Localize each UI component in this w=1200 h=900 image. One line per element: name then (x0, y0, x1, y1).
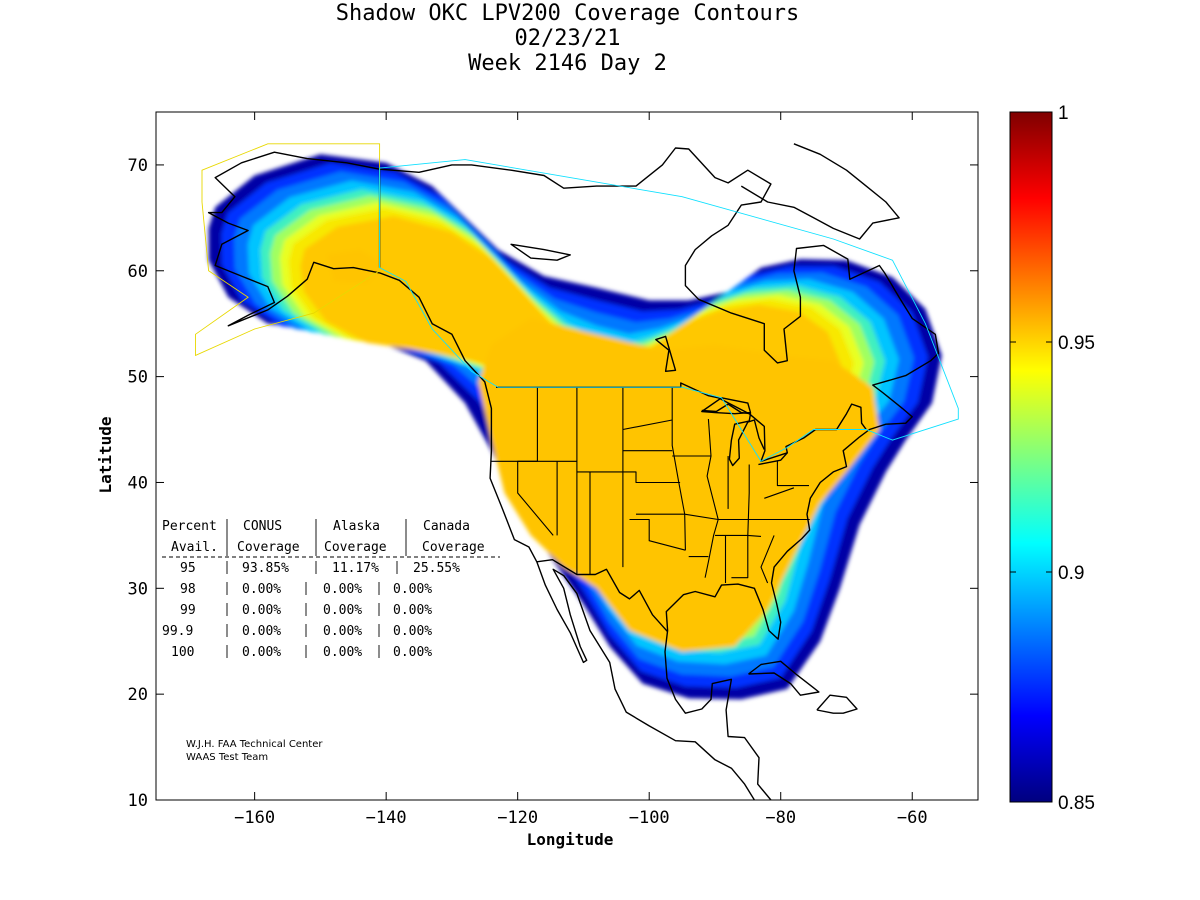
chart-week-day: Week 2146 Day 2 (468, 51, 667, 76)
x-tick-label: −140 (366, 808, 407, 828)
state-boundary (576, 471, 681, 484)
table-header-1: CONUS (243, 519, 282, 534)
table-header-2: Avail. (171, 540, 218, 555)
land-outline (740, 143, 900, 240)
y-axis: 10 20 30 40 50 60 70 (128, 156, 978, 811)
table-cell-conus: 0.00% (242, 624, 281, 639)
canada-region-boundary (379, 159, 959, 462)
table-cell-canada: 0.00% (393, 645, 432, 660)
table-cell-conus: 0.00% (242, 582, 281, 597)
x-axis-label: Longitude (527, 830, 614, 849)
y-tick-label: 60 (128, 262, 148, 282)
table-cell-conus: 0.00% (242, 603, 281, 618)
coastline-outlines (207, 143, 940, 800)
table-cell-percent: 99 (180, 603, 196, 618)
table-header-2: Coverage (237, 540, 300, 555)
land-outline (748, 660, 820, 696)
table-cell-canada: 25.55% (413, 561, 460, 576)
land-outline (207, 151, 755, 800)
table-cell-canada: 0.00% (393, 582, 432, 597)
colorbar-tick-label: 1 (1058, 103, 1069, 124)
y-tick-label: 40 (128, 473, 148, 493)
y-tick-label: 70 (128, 156, 148, 176)
colorbar-tick-label: 0.9 (1058, 563, 1084, 584)
colorbar: 0.85 0.9 0.95 1 (1009, 103, 1095, 814)
state-boundary (622, 419, 673, 431)
y-tick-label: 30 (128, 579, 148, 599)
table-cell-percent: 100 (171, 645, 194, 660)
chart-title: Shadow OKC LPV200 Coverage Contours (335, 1, 800, 26)
lake-outline (510, 243, 571, 261)
state-boundary (715, 534, 762, 537)
table-cell-percent: 99.9 (162, 624, 193, 639)
x-tick-label: −120 (497, 808, 538, 828)
y-tick-label: 10 (128, 791, 148, 811)
land-outline (379, 147, 940, 800)
table-cell-alaska: 11.17% (332, 561, 379, 576)
state-boundary (747, 464, 750, 536)
table-header-2: Coverage (422, 540, 485, 555)
y-axis-label: Latitude (96, 416, 115, 493)
table-cell-alaska: 0.00% (323, 603, 362, 618)
lake-outline (655, 335, 677, 372)
coverage-contours (208, 154, 942, 700)
table-cell-alaska: 0.00% (323, 645, 362, 660)
table-header-1: Percent (162, 519, 217, 534)
y-tick-label: 50 (128, 368, 148, 388)
table-cell-canada: 0.00% (393, 603, 432, 618)
state-boundary (731, 535, 749, 579)
colorbar-gradient (1009, 111, 1053, 803)
region-boundaries (195, 143, 959, 462)
coverage-core-alaska (327, 249, 387, 284)
colorbar-tick-label: 0.85 (1058, 793, 1095, 814)
credit-line-1: W.J.H. FAA Technical Center (186, 739, 323, 750)
credit-line-2: WAAS Test Team (186, 752, 268, 763)
land-outline (536, 559, 669, 633)
plot-frame (155, 111, 979, 801)
table-cell-alaska: 0.00% (323, 582, 362, 597)
coverage-table: Percent CONUS Alaska Canada Avail. Coverage Co… (162, 519, 500, 660)
land-outline (758, 452, 788, 466)
table-cell-percent: 95 (180, 561, 196, 576)
colorbar-tick-label: 0.95 (1058, 333, 1095, 354)
state-boundary (629, 518, 686, 551)
table-cell-alaska: 0.00% (323, 624, 362, 639)
table-cell-conus: 93.85% (242, 561, 289, 576)
state-boundary (776, 461, 809, 487)
x-axis: −160 −140 −120 −100 −80 −60 (234, 112, 928, 828)
land-outline (816, 694, 858, 714)
table-cell-canada: 0.00% (393, 624, 432, 639)
table-cell-percent: 98 (180, 582, 196, 597)
state-boundary (636, 513, 810, 521)
table-header-1: Canada (423, 519, 470, 534)
x-tick-label: −100 (629, 808, 670, 828)
alaska-region-boundary (195, 143, 381, 357)
x-tick-label: −80 (765, 808, 796, 828)
x-tick-label: −160 (234, 808, 275, 828)
x-tick-label: −60 (897, 808, 928, 828)
table-header-1: Alaska (333, 519, 380, 534)
table-header-2: Coverage (324, 540, 387, 555)
plot-area (195, 143, 959, 800)
table-cell-conus: 0.00% (242, 645, 281, 660)
land-outline (701, 403, 765, 467)
y-tick-label: 20 (128, 685, 148, 705)
state-boundary (764, 487, 795, 499)
chart-date: 02/23/21 (514, 26, 621, 51)
state-boundary (760, 535, 775, 584)
